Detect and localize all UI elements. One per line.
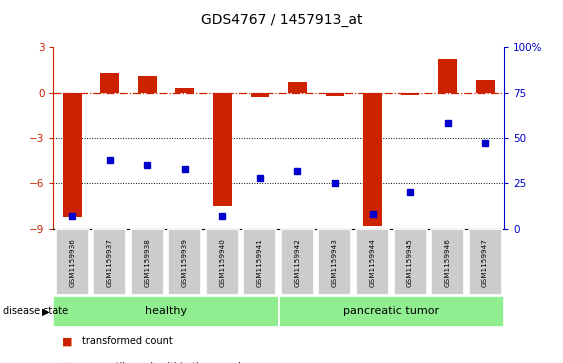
Text: disease state: disease state xyxy=(3,306,68,316)
FancyBboxPatch shape xyxy=(319,229,351,295)
FancyBboxPatch shape xyxy=(394,229,427,295)
Text: healthy: healthy xyxy=(145,306,187,316)
Bar xyxy=(401,93,419,95)
FancyBboxPatch shape xyxy=(468,229,502,295)
Text: pancreatic tumor: pancreatic tumor xyxy=(343,306,439,316)
Text: ▶: ▶ xyxy=(42,306,50,316)
Bar xyxy=(176,88,194,93)
FancyBboxPatch shape xyxy=(206,229,239,295)
Text: GSM1159939: GSM1159939 xyxy=(182,238,188,287)
Text: GDS4767 / 1457913_at: GDS4767 / 1457913_at xyxy=(201,13,362,27)
Text: GSM1159938: GSM1159938 xyxy=(144,238,150,287)
Text: GSM1159947: GSM1159947 xyxy=(482,238,488,287)
Text: GSM1159946: GSM1159946 xyxy=(445,238,450,287)
Text: GSM1159945: GSM1159945 xyxy=(407,238,413,287)
Bar xyxy=(363,93,382,226)
Text: GSM1159936: GSM1159936 xyxy=(69,238,75,287)
FancyBboxPatch shape xyxy=(243,229,276,295)
Text: GSM1159942: GSM1159942 xyxy=(294,238,301,287)
Text: percentile rank within the sample: percentile rank within the sample xyxy=(82,362,247,363)
Bar xyxy=(251,93,269,97)
FancyBboxPatch shape xyxy=(168,229,202,295)
Bar xyxy=(100,73,119,93)
FancyBboxPatch shape xyxy=(356,229,389,295)
FancyBboxPatch shape xyxy=(56,229,89,295)
Bar xyxy=(138,76,157,93)
Bar xyxy=(288,82,307,93)
Text: GSM1159943: GSM1159943 xyxy=(332,238,338,287)
Bar xyxy=(476,81,494,93)
Bar xyxy=(325,93,345,95)
Bar xyxy=(213,93,232,206)
Text: ■: ■ xyxy=(62,336,73,346)
Text: GSM1159937: GSM1159937 xyxy=(107,238,113,287)
FancyBboxPatch shape xyxy=(279,296,504,327)
FancyBboxPatch shape xyxy=(131,229,164,295)
Text: transformed count: transformed count xyxy=(82,336,172,346)
Bar xyxy=(63,93,82,217)
FancyBboxPatch shape xyxy=(431,229,464,295)
FancyBboxPatch shape xyxy=(281,229,314,295)
FancyBboxPatch shape xyxy=(93,229,126,295)
Text: ■: ■ xyxy=(62,362,73,363)
Text: GSM1159941: GSM1159941 xyxy=(257,238,263,287)
Bar xyxy=(438,59,457,93)
Text: GSM1159944: GSM1159944 xyxy=(369,238,376,287)
FancyBboxPatch shape xyxy=(53,296,279,327)
Text: GSM1159940: GSM1159940 xyxy=(220,238,225,287)
